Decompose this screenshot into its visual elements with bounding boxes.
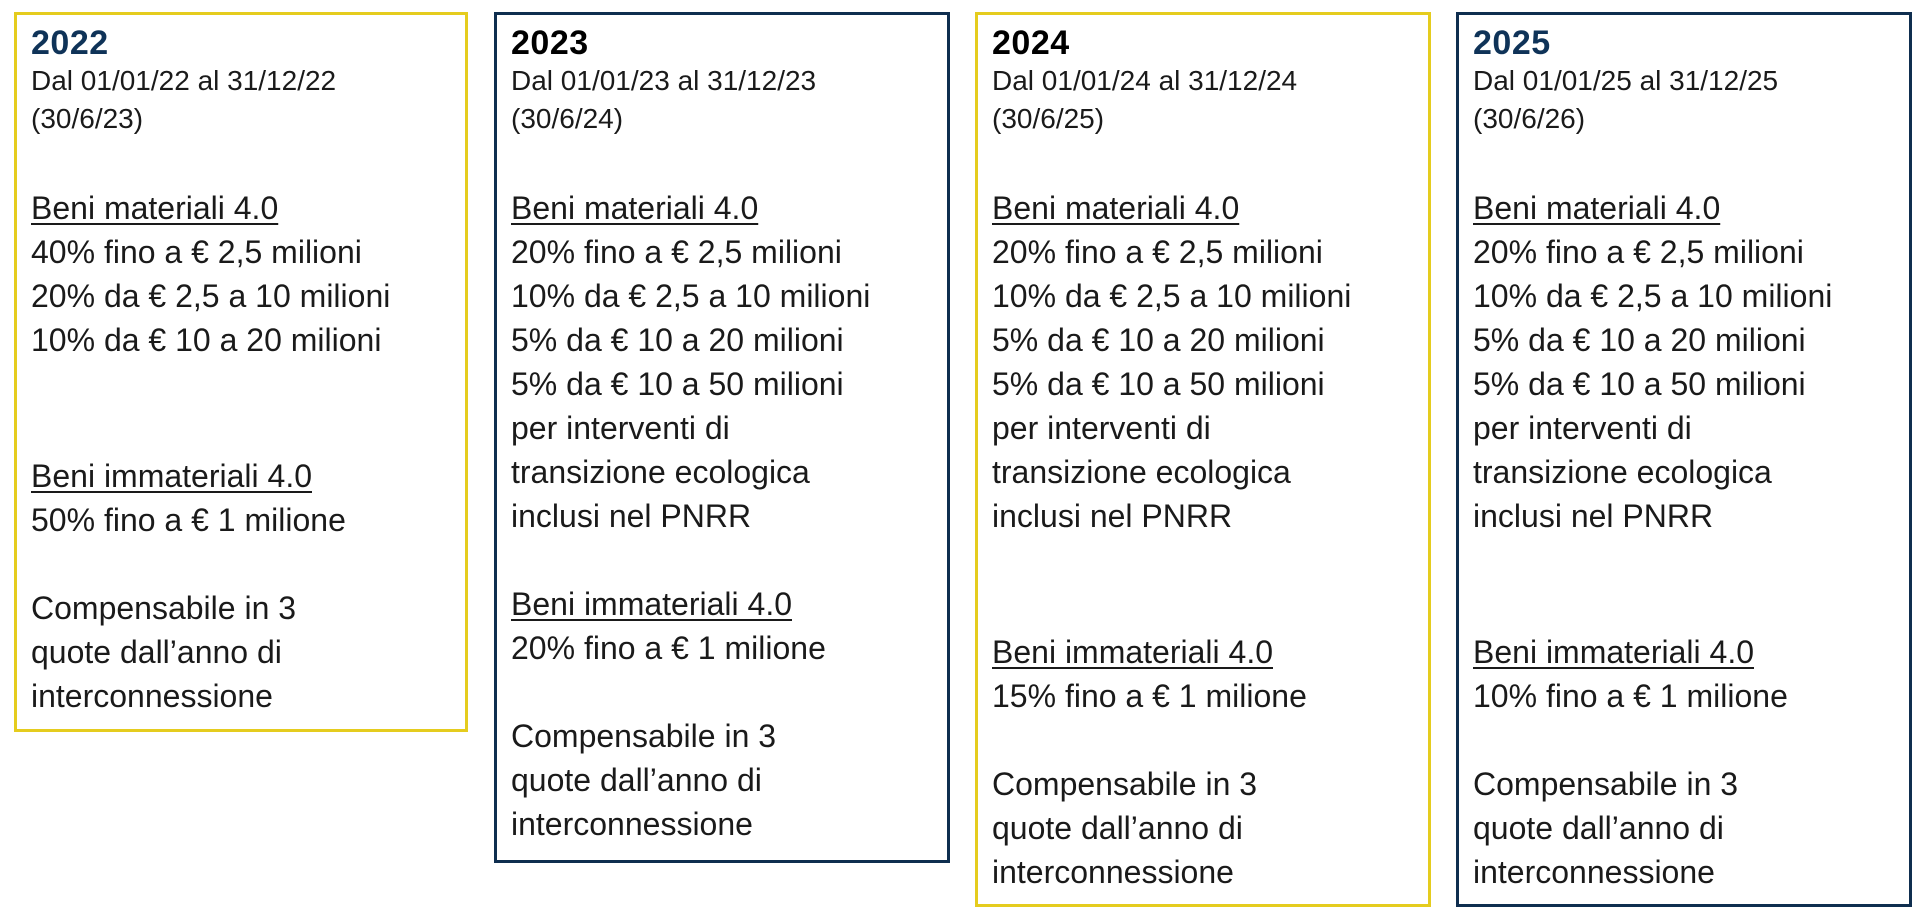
compensation-line: Compensabile in 3 bbox=[511, 718, 777, 754]
tangible-title: Beni materiali 4.0 bbox=[511, 190, 759, 226]
tangible-section: Beni materiali 4.0 40% fino a € 2,5 mili… bbox=[31, 186, 451, 362]
spacer bbox=[511, 670, 933, 714]
tangible-line: per interventi di bbox=[992, 410, 1211, 446]
compensation-note: Compensabile in 3 quote dall’anno di int… bbox=[1473, 762, 1895, 894]
spacer bbox=[31, 362, 451, 454]
spacer bbox=[31, 138, 451, 186]
period-deadline: (30/6/23) bbox=[31, 103, 144, 134]
tangible-title: Beni materiali 4.0 bbox=[992, 190, 1240, 226]
period-deadline: (30/6/26) bbox=[1473, 103, 1586, 134]
compensation-line: interconnessione bbox=[992, 854, 1234, 890]
tangible-line: 5% da € 10 a 50 milioni bbox=[1473, 366, 1806, 402]
compensation-line: interconnessione bbox=[1473, 854, 1715, 890]
tangible-line: 20% fino a € 2,5 milioni bbox=[1473, 234, 1804, 270]
compensation-line: Compensabile in 3 bbox=[31, 590, 297, 626]
spacer bbox=[1473, 538, 1895, 630]
compensation-line: quote dall’anno di bbox=[511, 762, 762, 798]
tangible-line: transizione ecologica bbox=[992, 454, 1291, 490]
spacer bbox=[1473, 138, 1895, 186]
card-2025: 2025 Dal 01/01/25 al 31/12/25 (30/6/26) … bbox=[1456, 12, 1912, 907]
compensation-line: quote dall’anno di bbox=[31, 634, 282, 670]
tangible-line: 5% da € 10 a 50 milioni bbox=[511, 366, 844, 402]
year-heading: 2024 bbox=[992, 24, 1070, 62]
spacer bbox=[511, 138, 933, 186]
tangible-line: 20% da € 2,5 a 10 milioni bbox=[31, 278, 391, 314]
compensation-line: Compensabile in 3 bbox=[1473, 766, 1739, 802]
intangible-title: Beni immateriali 4.0 bbox=[31, 458, 312, 494]
intangible-section: Beni immateriali 4.0 50% fino a € 1 mili… bbox=[31, 454, 451, 542]
spacer bbox=[511, 538, 933, 582]
spacer bbox=[1473, 718, 1895, 762]
tangible-line: 5% da € 10 a 20 milioni bbox=[1473, 322, 1806, 358]
compensation-note: Compensabile in 3 quote dall’anno di int… bbox=[511, 714, 933, 846]
tangible-line: inclusi nel PNRR bbox=[1473, 498, 1714, 534]
tangible-line: per interventi di bbox=[511, 410, 730, 446]
tangible-section: Beni materiali 4.0 20% fino a € 2,5 mili… bbox=[992, 186, 1414, 538]
intangible-section: Beni immateriali 4.0 20% fino a € 1 mili… bbox=[511, 582, 933, 670]
intangible-title: Beni immateriali 4.0 bbox=[992, 634, 1273, 670]
year-heading: 2025 bbox=[1473, 24, 1551, 62]
compensation-line: quote dall’anno di bbox=[1473, 810, 1724, 846]
period-deadline: (30/6/24) bbox=[511, 103, 624, 134]
intangible-title: Beni immateriali 4.0 bbox=[511, 586, 792, 622]
tangible-line: 40% fino a € 2,5 milioni bbox=[31, 234, 362, 270]
tangible-line: transizione ecologica bbox=[1473, 454, 1772, 490]
compensation-note: Compensabile in 3 quote dall’anno di int… bbox=[31, 586, 451, 718]
tangible-section: Beni materiali 4.0 20% fino a € 2,5 mili… bbox=[511, 186, 933, 538]
spacer bbox=[992, 718, 1414, 762]
tangible-line: per interventi di bbox=[1473, 410, 1692, 446]
year-heading: 2023 bbox=[511, 24, 589, 62]
card-2022: 2022 Dal 01/01/22 al 31/12/22 (30/6/23) … bbox=[14, 12, 468, 732]
period-dates: Dal 01/01/22 al 31/12/22 bbox=[31, 65, 337, 96]
intangible-line: 15% fino a € 1 milione bbox=[992, 678, 1307, 714]
compensation-note: Compensabile in 3 quote dall’anno di int… bbox=[992, 762, 1414, 894]
intangible-line: 20% fino a € 1 milione bbox=[511, 630, 826, 666]
period-dates: Dal 01/01/23 al 31/12/23 bbox=[511, 65, 817, 96]
intangible-section: Beni immateriali 4.0 15% fino a € 1 mili… bbox=[992, 630, 1414, 718]
tangible-line: 10% da € 10 a 20 milioni bbox=[31, 322, 382, 358]
card-2023: 2023 Dal 01/01/23 al 31/12/23 (30/6/24) … bbox=[494, 12, 950, 863]
intangible-line: 10% fino a € 1 milione bbox=[1473, 678, 1788, 714]
tangible-line: inclusi nel PNRR bbox=[992, 498, 1233, 534]
tangible-title: Beni materiali 4.0 bbox=[31, 190, 279, 226]
card-2024: 2024 Dal 01/01/24 al 31/12/24 (30/6/25) … bbox=[975, 12, 1431, 907]
tangible-line: 5% da € 10 a 20 milioni bbox=[511, 322, 844, 358]
year-heading: 2022 bbox=[31, 24, 109, 62]
period-deadline: (30/6/25) bbox=[992, 103, 1105, 134]
tangible-title: Beni materiali 4.0 bbox=[1473, 190, 1721, 226]
tangible-line: 20% fino a € 2,5 milioni bbox=[992, 234, 1323, 270]
compensation-line: Compensabile in 3 bbox=[992, 766, 1258, 802]
compensation-line: interconnessione bbox=[31, 678, 273, 714]
period-dates: Dal 01/01/24 al 31/12/24 bbox=[992, 65, 1298, 96]
tangible-line: 10% da € 2,5 a 10 milioni bbox=[1473, 278, 1833, 314]
spacer bbox=[31, 542, 451, 586]
tangible-line: transizione ecologica bbox=[511, 454, 810, 490]
tangible-line: inclusi nel PNRR bbox=[511, 498, 752, 534]
period-dates: Dal 01/01/25 al 31/12/25 bbox=[1473, 65, 1779, 96]
tangible-line: 5% da € 10 a 50 milioni bbox=[992, 366, 1325, 402]
tangible-line: 10% da € 2,5 a 10 milioni bbox=[992, 278, 1352, 314]
intangible-section: Beni immateriali 4.0 10% fino a € 1 mili… bbox=[1473, 630, 1895, 718]
tangible-section: Beni materiali 4.0 20% fino a € 2,5 mili… bbox=[1473, 186, 1895, 538]
intangible-line: 50% fino a € 1 milione bbox=[31, 502, 346, 538]
compensation-line: quote dall’anno di bbox=[992, 810, 1243, 846]
intangible-title: Beni immateriali 4.0 bbox=[1473, 634, 1754, 670]
spacer bbox=[992, 138, 1414, 186]
tangible-line: 5% da € 10 a 20 milioni bbox=[992, 322, 1325, 358]
tangible-line: 10% da € 2,5 a 10 milioni bbox=[511, 278, 871, 314]
tangible-line: 20% fino a € 2,5 milioni bbox=[511, 234, 842, 270]
spacer bbox=[992, 538, 1414, 630]
compensation-line: interconnessione bbox=[511, 806, 753, 842]
